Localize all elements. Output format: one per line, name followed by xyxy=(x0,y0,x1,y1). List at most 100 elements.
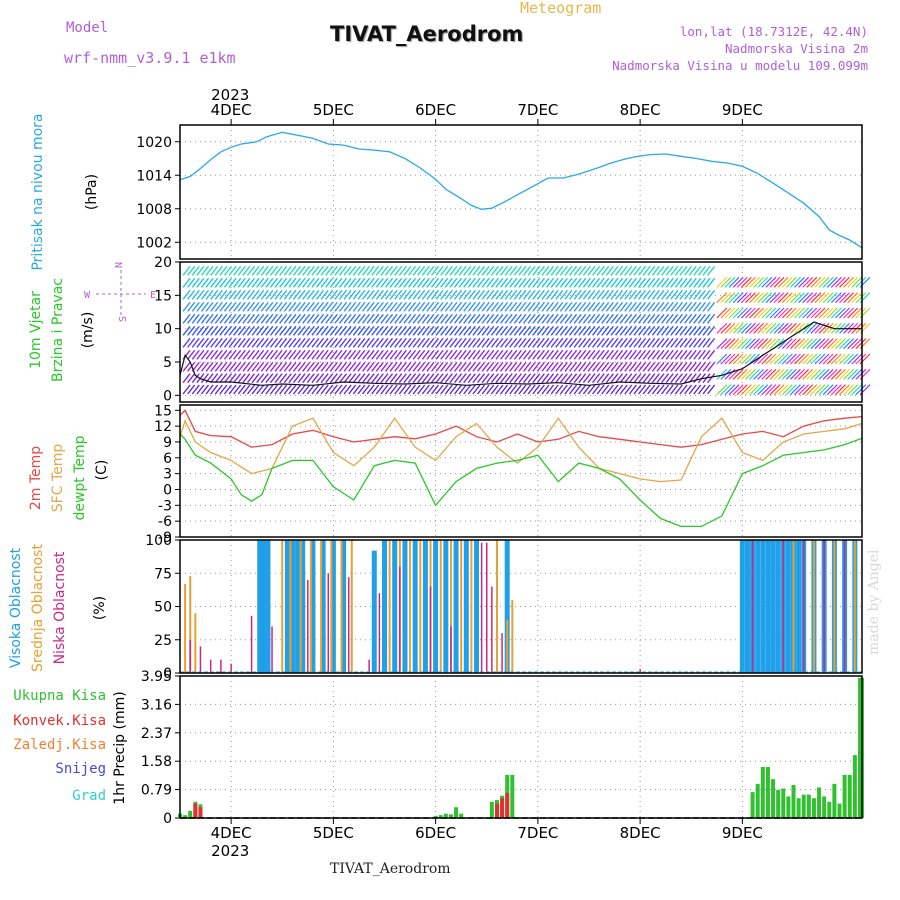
wind-barb xyxy=(550,289,559,300)
wind-barb xyxy=(200,313,210,324)
wind-barb xyxy=(732,368,744,380)
wind-barb xyxy=(513,277,522,288)
wind-barb xyxy=(223,313,233,324)
wind-barb xyxy=(679,265,688,276)
wind-barb xyxy=(559,301,568,312)
wind-barb xyxy=(624,384,633,395)
wind-barb xyxy=(582,277,591,288)
wind-barb xyxy=(251,301,260,312)
wind-barb xyxy=(665,301,674,312)
temp-series-line xyxy=(179,433,863,528)
wind-barb xyxy=(527,289,536,300)
wind-barb xyxy=(736,292,748,304)
cloud-bar xyxy=(744,540,750,673)
y-tick-label: 12 xyxy=(154,419,172,435)
wind-barb xyxy=(550,349,559,360)
wind-barb xyxy=(394,349,403,360)
wind-barb xyxy=(818,307,830,319)
wind-barb xyxy=(375,349,384,360)
wind-barb xyxy=(384,325,394,336)
wind-barb xyxy=(251,361,260,372)
wind-barb xyxy=(421,265,430,276)
wind-barb xyxy=(688,349,697,360)
wind-barb xyxy=(834,384,846,396)
wind-barb xyxy=(555,361,564,372)
wind-barb xyxy=(615,313,624,324)
wind-barb xyxy=(242,337,251,348)
wind-barb xyxy=(196,265,205,276)
wind-barb xyxy=(384,349,394,360)
wind-barb xyxy=(214,301,223,312)
wind-barb xyxy=(761,353,773,365)
wind-barb xyxy=(855,353,867,365)
wind-barb xyxy=(375,373,384,384)
wind-barb xyxy=(757,307,769,319)
wind-barb xyxy=(205,289,214,300)
wind-barb xyxy=(732,276,744,288)
wind-barb xyxy=(426,289,435,300)
wind-barb xyxy=(670,361,679,372)
wind-barb xyxy=(661,337,670,348)
wind-barb xyxy=(251,349,260,360)
wind-barb xyxy=(458,384,467,395)
wind-barb xyxy=(233,313,242,324)
wind-barb xyxy=(288,277,297,288)
wind-barb xyxy=(182,301,191,312)
wind-barb xyxy=(523,313,532,324)
wind-barb xyxy=(458,289,467,300)
wind-barb xyxy=(449,265,458,276)
wind-barb xyxy=(674,361,683,372)
wind-barb xyxy=(329,325,338,336)
y-tick-label: 1020 xyxy=(136,135,172,151)
wind-barb xyxy=(592,337,601,348)
wind-barb xyxy=(283,313,292,324)
wind-barb xyxy=(661,373,670,384)
wind-barb xyxy=(463,373,472,384)
wind-barb xyxy=(578,361,587,372)
wind-barb xyxy=(417,289,426,300)
wind-barb xyxy=(361,289,371,300)
wind-barb xyxy=(251,337,260,348)
cloud-bar xyxy=(189,575,192,673)
wind-barb xyxy=(546,373,555,384)
wind-barb xyxy=(302,337,311,348)
wind-barb xyxy=(707,361,716,372)
wind-barb xyxy=(587,349,596,360)
wind-barb xyxy=(472,289,481,300)
wind-barb xyxy=(518,289,527,300)
wind-barb xyxy=(440,265,449,276)
wind-barb xyxy=(338,277,348,288)
wind-barb xyxy=(781,384,793,396)
wind-barb xyxy=(200,325,210,336)
wind-barb xyxy=(256,313,265,324)
wind-barb xyxy=(769,322,781,334)
wind-barb xyxy=(440,361,449,372)
wind-barb xyxy=(573,325,582,336)
wind-barb xyxy=(697,277,706,288)
wind-barb xyxy=(302,313,311,324)
wind-barb xyxy=(619,373,628,384)
wind-barb xyxy=(343,313,352,324)
wind-compass: NSW E xyxy=(84,262,156,322)
wind-barb xyxy=(728,292,740,304)
wind-barb xyxy=(790,276,801,288)
wind-barb xyxy=(274,384,283,395)
wind-barb xyxy=(504,289,513,300)
cloud-bar xyxy=(330,540,333,673)
wind-barb xyxy=(463,289,472,300)
precip-bar xyxy=(796,798,801,818)
wind-barb xyxy=(619,325,628,336)
wind-barb xyxy=(412,325,421,336)
wind-barb xyxy=(467,349,476,360)
wind-barb xyxy=(740,353,752,365)
wind-barb xyxy=(251,384,260,395)
wind-barb xyxy=(274,325,283,336)
wind-barb xyxy=(237,384,246,395)
wind-barb xyxy=(417,361,426,372)
cloud-unit: (%) xyxy=(92,596,108,620)
wind-barb xyxy=(421,384,430,395)
wind-barb xyxy=(343,373,352,384)
wind-barb xyxy=(412,373,421,384)
wind-barb xyxy=(191,301,200,312)
cloud-bar xyxy=(199,646,202,673)
